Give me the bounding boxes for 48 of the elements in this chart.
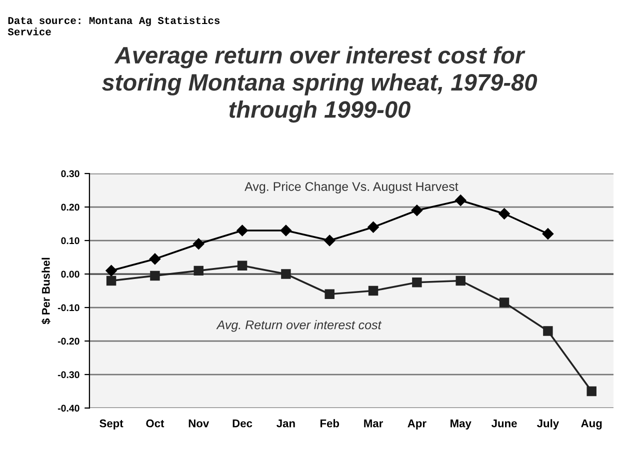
y-tick-label: -0.20 [58, 338, 80, 345]
y-tick-label: 0.00 [61, 270, 80, 278]
x-tick-label: Oct [146, 419, 164, 428]
x-tick-label: May [450, 420, 472, 430]
x-tick-label: Dec [232, 420, 252, 428]
x-tick-label: Mar [364, 420, 383, 428]
point [499, 298, 510, 308]
point [193, 238, 204, 250]
point [543, 326, 553, 336]
point [324, 289, 334, 299]
point [281, 269, 291, 279]
point [237, 260, 248, 271]
x-tick-label: Feb [320, 419, 340, 428]
x-tick-label: Aug [581, 420, 602, 430]
point [498, 208, 510, 220]
point [324, 234, 336, 246]
point [456, 276, 466, 286]
point [280, 224, 292, 236]
point [368, 222, 379, 233]
x-tick-label: Sept [100, 419, 124, 430]
point [368, 286, 378, 296]
point [455, 194, 466, 206]
x-tick-label: Jan [276, 420, 295, 428]
x-tick-label: Apr [408, 420, 426, 430]
point [412, 278, 422, 288]
source-note: Data source: Montana Ag Statistics Service [8, 16, 220, 36]
point [150, 270, 160, 281]
point [106, 265, 117, 276]
y-tick-label: -0.30 [58, 371, 80, 378]
series-label: Avg. Price Change Vs. August Harvest [244, 182, 458, 194]
y-tick-label: 0.10 [61, 237, 80, 244]
y-tick-label: 0.30 [61, 170, 80, 178]
point [194, 266, 204, 276]
point [106, 276, 116, 286]
point [411, 204, 423, 216]
x-tick-label: Nov [188, 420, 210, 428]
y-axis-title: $ Per Bushel [41, 258, 51, 324]
y-tick-label: -0.10 [58, 304, 80, 312]
x-tick-label: June [491, 420, 517, 428]
chart-title: Average return over interest cost for storing Montana spring wheat, 1979-80 through 1999-00 [102, 46, 538, 123]
x-tick-label: July [536, 419, 559, 430]
y-tick-label: 0.20 [61, 204, 80, 211]
text: Avg. Return over interest cost [216, 320, 382, 332]
point [542, 228, 554, 240]
point [236, 224, 248, 236]
y-tick-label: -0.40 [58, 404, 80, 412]
point [149, 253, 161, 265]
point [586, 386, 596, 396]
